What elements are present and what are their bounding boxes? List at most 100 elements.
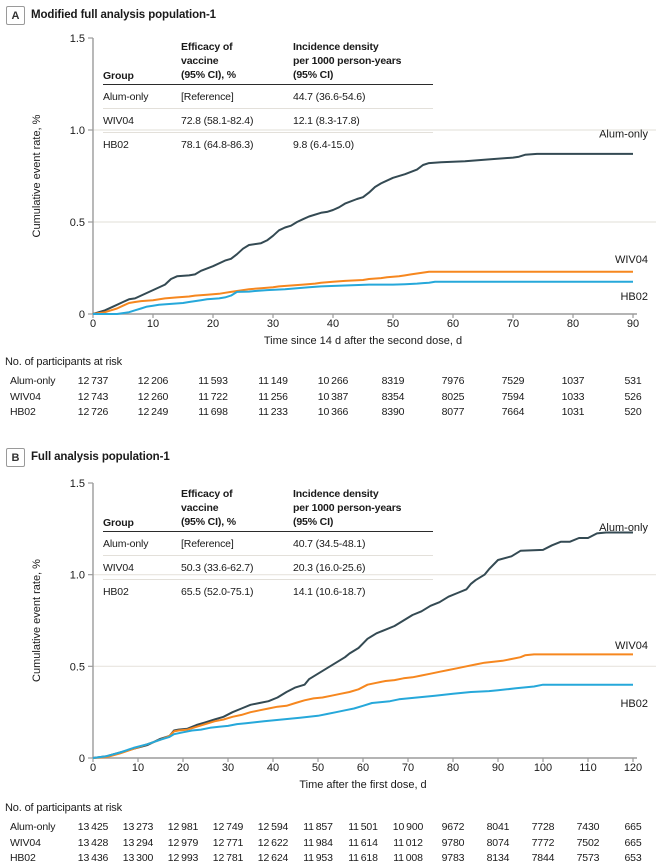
at-risk-value: 8354 — [381, 390, 405, 403]
at-risk-value: 1033 — [561, 390, 585, 403]
x-tick-label: 10 — [132, 762, 144, 774]
panel-a-at-risk-table: No. of participants at risk Alum-only 12 … — [0, 356, 656, 420]
at-risk-value: 12 993 — [167, 852, 199, 864]
stats-cell-group: Alum-only — [103, 90, 149, 103]
at-risk-value: 13 428 — [77, 836, 109, 849]
at-risk-value: 7573 — [576, 852, 600, 864]
header-incidence-line: Incidence density — [293, 41, 379, 53]
at-risk-group-label: WIV04 — [10, 836, 41, 849]
x-tick-label: 60 — [357, 762, 369, 774]
panel-b-stats-table: Group Efficacy of vaccine (95% CI), % In… — [103, 487, 433, 603]
curve-hb02 — [92, 683, 633, 759]
header-efficacy-line: (95% CI), % — [181, 69, 236, 81]
at-risk-value: 10 266 — [317, 375, 349, 387]
stats-cell-efficacy: 65.5 (52.0-75.1) — [181, 585, 254, 598]
stats-cell-efficacy: 72.8 (58.1-82.4) — [181, 114, 254, 127]
panel-b-badge: B — [6, 448, 25, 467]
curve-alum-only — [92, 531, 633, 759]
stats-cell-incidence: 9.8 (6.4-15.0) — [293, 138, 354, 151]
at-risk-value: 7664 — [501, 406, 525, 418]
at-risk-value: 12 594 — [257, 821, 289, 833]
x-tick-label: 100 — [534, 762, 552, 774]
header-incidence: Incidence density per 1000 person-years … — [293, 487, 433, 529]
stats-cell-incidence: 40.7 (34.5-48.1) — [293, 537, 366, 550]
at-risk-value: 11 012 — [393, 836, 423, 849]
y-tick-label: 0.5 — [70, 661, 85, 673]
x-tick-label: 70 — [507, 318, 519, 330]
curve-label-hb02: HB02 — [620, 698, 648, 710]
at-risk-value: 12 726 — [77, 406, 109, 418]
at-risk-row-wiv04: WIV04 13 428 13 294 12 979 12 771 12 622 11 98… — [0, 837, 656, 851]
header-incidence: Incidence density per 1000 person-years … — [293, 40, 433, 82]
x-tick-label: 90 — [627, 318, 639, 330]
at-risk-value: 8041 — [486, 821, 510, 833]
at-risk-value: 8319 — [381, 375, 405, 387]
x-tick-label: 0 — [90, 318, 96, 330]
header-efficacy-line: Efficacy of — [181, 41, 233, 53]
header-incidence-line: per 1000 person-years — [293, 502, 402, 514]
at-risk-value: 8134 — [486, 852, 510, 864]
x-tick-label: 60 — [447, 318, 459, 330]
stats-row-wiv04: WIV04 72.8 (58.1-82.4) 12.1 (8.3-17.8) — [103, 109, 433, 133]
at-risk-value: 1031 — [561, 406, 585, 418]
y-tick-label: 0 — [79, 309, 85, 321]
stats-cell-group: HB02 — [103, 585, 129, 598]
y-tick-label: 1.5 — [70, 33, 85, 45]
at-risk-group-label: WIV04 — [10, 390, 41, 403]
at-risk-value: 7502 — [576, 836, 600, 849]
at-risk-value: 10 900 — [392, 821, 424, 833]
at-risk-value: 13 436 — [77, 852, 109, 864]
y-axis-title: Cumulative event rate, % — [31, 114, 43, 237]
curve-alum-only — [92, 152, 633, 315]
at-risk-value: 653 — [624, 852, 642, 864]
at-risk-value: 9672 — [441, 821, 465, 833]
x-tick-label: 10 — [147, 318, 159, 330]
at-risk-value: 11 008 — [393, 852, 423, 864]
header-incidence-line: per 1000 person-years — [293, 55, 402, 67]
x-tick-label: 20 — [177, 762, 189, 774]
x-tick-label: 0 — [90, 762, 96, 774]
y-tick-label: 0 — [79, 753, 85, 765]
at-risk-value: 13 294 — [122, 836, 154, 849]
curve-hb02 — [93, 280, 633, 315]
at-risk-value: 11 618 — [348, 852, 378, 864]
at-risk-value: 11 953 — [303, 852, 333, 864]
at-risk-value: 11 857 — [303, 821, 333, 833]
curve-label-hb02: HB02 — [620, 291, 648, 303]
y-tick-label: 1.0 — [70, 570, 85, 582]
at-risk-value: 13 273 — [122, 821, 154, 833]
curve-label-alum-only: Alum-only — [599, 129, 648, 141]
x-tick-label: 30 — [222, 762, 234, 774]
x-axis-title: Time since 14 d after the second dose, d — [264, 335, 462, 347]
x-tick-label: 120 — [624, 762, 642, 774]
panel-a-badge: A — [6, 6, 25, 25]
at-risk-heading: No. of participants at risk — [5, 802, 122, 814]
stats-row-alum-only: Alum-only [Reference] 44.7 (36.6-54.6) — [103, 85, 433, 109]
at-risk-value: 526 — [624, 390, 642, 403]
at-risk-value: 8025 — [441, 390, 465, 403]
at-risk-value: 12 979 — [167, 836, 199, 849]
at-risk-group-label: HB02 — [10, 852, 36, 864]
x-tick-label: 90 — [492, 762, 504, 774]
at-risk-value: 11 593 — [198, 375, 228, 387]
header-efficacy-line: Efficacy of — [181, 488, 233, 500]
stats-cell-efficacy: 78.1 (64.8-86.3) — [181, 138, 254, 151]
x-tick-label: 40 — [327, 318, 339, 330]
header-efficacy-line: (95% CI), % — [181, 516, 236, 528]
at-risk-group-label: Alum-only — [10, 375, 56, 387]
header-group: Group — [103, 517, 134, 529]
stats-table-header-row: Group Efficacy of vaccine (95% CI), % In… — [103, 40, 433, 85]
at-risk-value: 8077 — [441, 406, 465, 418]
stats-cell-incidence: 20.3 (16.0-25.6) — [293, 561, 366, 574]
at-risk-value: 8074 — [486, 836, 510, 849]
at-risk-value: 13 425 — [77, 821, 109, 833]
x-axis-title: Time after the first dose, d — [299, 779, 426, 791]
x-tick-label: 50 — [312, 762, 324, 774]
at-risk-value: 12 260 — [137, 390, 169, 403]
panel-b-title: Full analysis population-1 — [31, 451, 170, 463]
at-risk-value: 12 249 — [137, 406, 169, 418]
header-group: Group — [103, 70, 134, 82]
stats-row-hb02: HB02 65.5 (52.0-75.1) 14.1 (10.6-18.7) — [103, 580, 433, 603]
